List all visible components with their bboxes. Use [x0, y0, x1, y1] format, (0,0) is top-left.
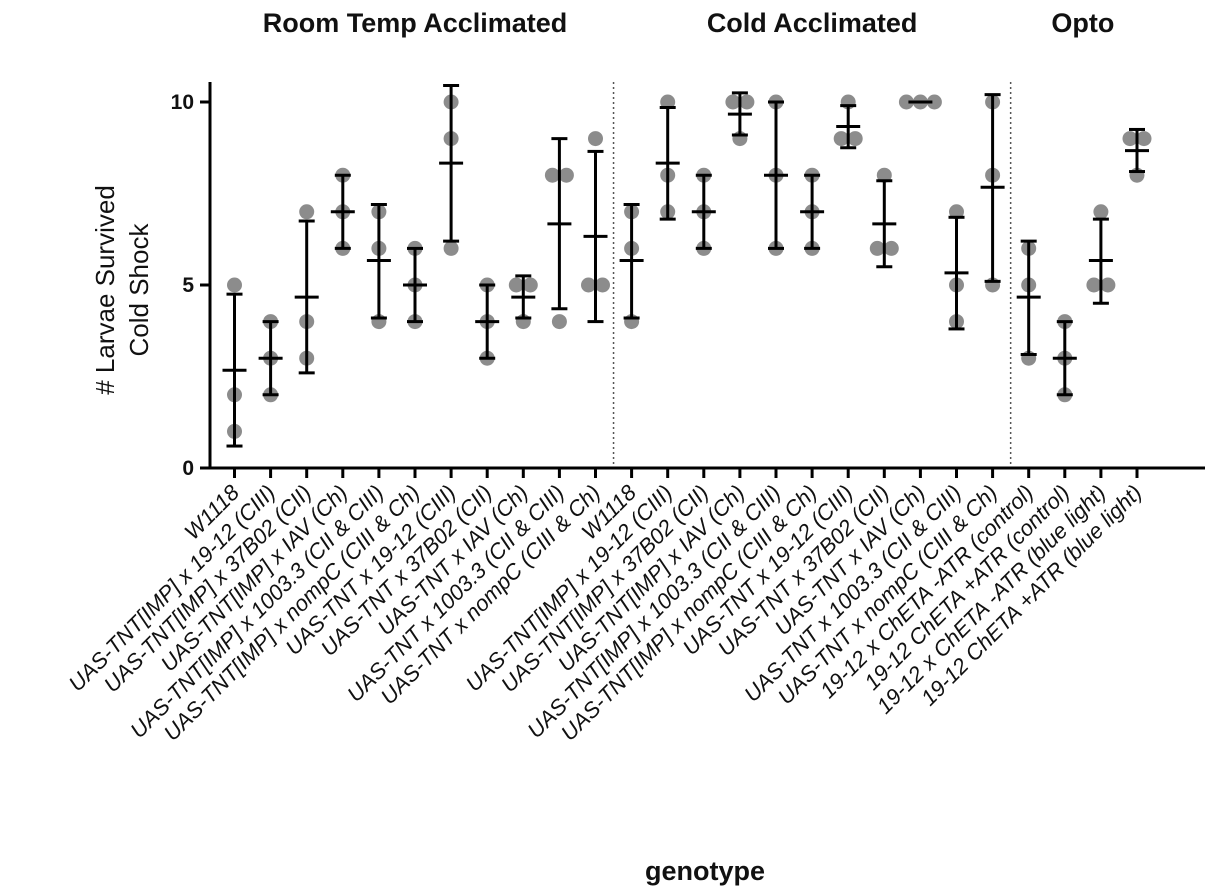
data-point	[898, 94, 914, 110]
group-title: Room Temp Acclimated	[263, 8, 568, 38]
axes	[208, 82, 1205, 470]
error-bar	[439, 84, 464, 243]
error-bar	[1125, 127, 1149, 174]
group-separators	[612, 82, 1012, 466]
y-axis-title-line-1: # Larvae Survived	[90, 185, 120, 395]
y-tick-label: 0	[182, 457, 194, 480]
data-point	[1100, 277, 1116, 293]
data-point	[869, 240, 885, 256]
error-bar	[727, 91, 752, 137]
data-point	[522, 277, 538, 293]
error-bar	[583, 149, 608, 324]
error-bar	[258, 320, 283, 397]
data-point	[581, 277, 596, 293]
data-point	[883, 240, 899, 256]
error-bar	[619, 202, 644, 320]
error-bar	[222, 292, 247, 448]
data-points	[227, 94, 1152, 439]
error-bar	[836, 104, 861, 150]
data-point	[443, 240, 459, 256]
data-point	[725, 94, 741, 110]
data-point	[1086, 277, 1102, 293]
data-point	[876, 167, 892, 183]
error-bar	[511, 274, 536, 320]
error-bar	[1052, 320, 1077, 397]
y-tick-label: 5	[182, 274, 194, 297]
y-axis-title: # Larvae Survived Cold Shock	[90, 185, 154, 395]
data-point	[595, 277, 610, 293]
error-bar	[330, 173, 355, 250]
error-bar	[872, 179, 897, 269]
y-tick-label: 10	[171, 91, 194, 114]
data-point	[926, 94, 942, 110]
group-title: Cold Acclimated	[707, 8, 918, 38]
error-bars	[222, 84, 1149, 448]
error-bar	[764, 100, 788, 250]
data-point	[508, 277, 524, 293]
data-point	[739, 94, 755, 110]
error-bar	[980, 93, 1005, 283]
error-bar	[294, 219, 319, 375]
data-point	[227, 277, 242, 293]
data-point	[299, 204, 315, 220]
data-point	[1136, 131, 1152, 147]
group-title: Opto	[1051, 8, 1114, 38]
error-bar	[475, 283, 500, 360]
error-bar	[1016, 239, 1041, 357]
y-ticks: 0 5 10	[171, 91, 210, 480]
x-axis-title: genotype	[645, 856, 765, 886]
data-point	[544, 167, 560, 183]
error-bar	[1088, 217, 1113, 305]
error-bar	[655, 105, 680, 221]
data-point	[1122, 131, 1138, 147]
error-bar	[944, 215, 969, 331]
data-point	[833, 131, 849, 147]
error-bar	[691, 173, 716, 250]
data-point	[588, 131, 603, 147]
data-point	[558, 167, 574, 183]
data-point	[847, 131, 863, 147]
data-point	[660, 94, 676, 110]
data-point	[949, 204, 964, 220]
y-axis-title-line-2: Cold Shock	[124, 223, 154, 357]
error-bar	[800, 173, 825, 250]
error-bar	[403, 246, 427, 324]
data-point	[551, 314, 567, 330]
error-bar	[366, 202, 391, 320]
data-point	[1093, 204, 1109, 220]
group-titles: Room Temp Acclimated Cold Acclimated Opto	[263, 8, 1115, 38]
error-bar	[547, 137, 572, 311]
